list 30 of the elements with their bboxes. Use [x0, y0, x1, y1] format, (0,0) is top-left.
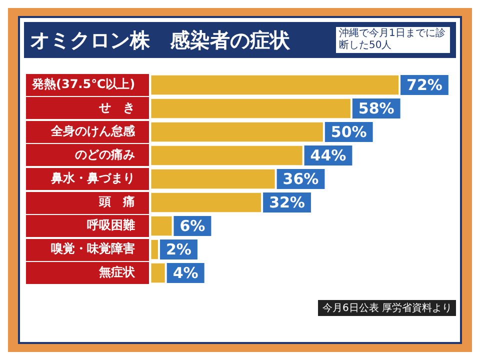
bar: [151, 216, 172, 236]
chart-title: オミクロン株 感染者の症状: [30, 26, 290, 54]
y-tick-label: 嗅覚・味覚障害: [51, 242, 136, 256]
y-tick-label: せ き: [98, 100, 136, 115]
y-tick-label: 頭 痛: [98, 194, 136, 209]
y-tick-label: のどの痛み: [75, 148, 136, 162]
bar: [151, 98, 350, 118]
data-label: 44%: [310, 146, 346, 164]
bar: [151, 122, 323, 142]
bar: [151, 240, 158, 260]
bar: [151, 75, 399, 95]
data-label: 58%: [358, 99, 394, 118]
bar: [151, 192, 262, 212]
data-label: 72%: [406, 76, 442, 94]
y-tick-label: 無症状: [98, 265, 136, 280]
y-tick-label: 発熱(37.5℃以上): [31, 77, 136, 92]
data-label: 2%: [166, 240, 192, 258]
chart-subtitle: 沖縄で今月1日までに診断した50人: [336, 27, 450, 53]
data-label: 4%: [172, 264, 198, 282]
data-label: 32%: [269, 193, 305, 212]
data-label: 6%: [180, 216, 206, 235]
data-label: 50%: [330, 122, 367, 141]
y-tick-label: 呼吸困難: [87, 218, 136, 232]
bar: [151, 263, 165, 283]
y-tick-label: 鼻水・鼻づまり: [50, 171, 136, 186]
data-label: 36%: [282, 170, 319, 188]
bar: [151, 169, 275, 189]
bar: [151, 146, 302, 166]
text: 今月6日公表 厚労省資料より: [318, 300, 456, 316]
y-tick-label: 全身のけん怠感: [50, 124, 136, 138]
